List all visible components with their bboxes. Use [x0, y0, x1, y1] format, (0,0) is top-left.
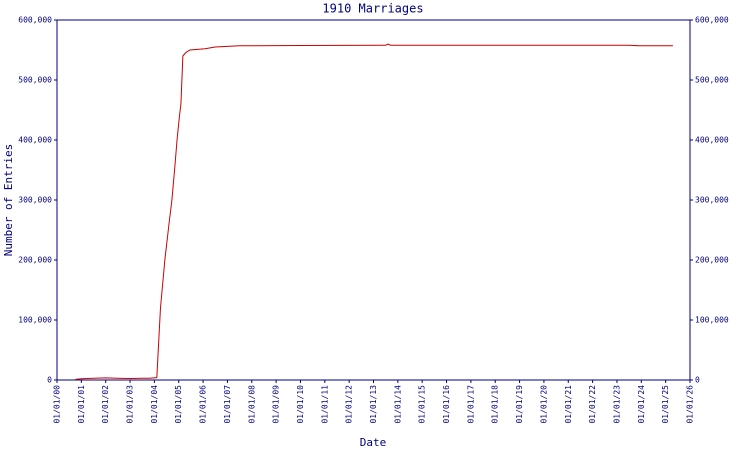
- plot-frame: [56, 19, 691, 381]
- x-tick-label: 01/01/11: [320, 385, 329, 424]
- x-tick-label: 01/01/17: [466, 385, 475, 424]
- x-tick-label: 01/01/07: [223, 385, 232, 424]
- y2-tick-label: 100,000: [695, 316, 729, 325]
- y-tick-label: 600,000: [18, 16, 52, 25]
- data-line: [75, 43, 673, 380]
- x-tick-label: 01/01/04: [150, 385, 159, 424]
- x-tick-label: 01/01/06: [199, 385, 208, 424]
- x-tick-label: 01/01/24: [637, 385, 646, 424]
- x-tick-label: 01/01/13: [369, 385, 378, 424]
- x-tick-label: 01/01/03: [126, 385, 135, 424]
- y2-tick-label: 200,000: [695, 256, 729, 265]
- x-tick-label: 01/01/08: [247, 385, 256, 424]
- x-axis-label: Date: [360, 436, 387, 449]
- x-tick-label: 01/01/05: [174, 385, 183, 424]
- x-tick-label: 01/01/01: [77, 385, 86, 424]
- x-tick-label: 01/01/21: [564, 385, 573, 424]
- y2-tick-label: 0: [695, 376, 700, 385]
- x-tick-label: 01/01/02: [101, 385, 110, 424]
- x-tick-label: 01/01/12: [345, 385, 354, 424]
- x-tick-label: 01/01/14: [393, 385, 402, 424]
- y-tick-label: 200,000: [18, 256, 52, 265]
- x-tick-label: 01/01/15: [418, 385, 427, 424]
- y-tick-label: 300,000: [18, 196, 52, 205]
- y2-tick-label: 400,000: [695, 136, 729, 145]
- y-tick-label: 0: [47, 376, 52, 385]
- chart-title: 1910 Marriages: [322, 2, 423, 16]
- y2-tick-label: 500,000: [695, 76, 729, 85]
- x-tick-label: 01/01/22: [588, 385, 597, 424]
- x-tick-label: 01/01/19: [515, 385, 524, 424]
- y-tick-label: 400,000: [18, 136, 52, 145]
- y2-tick-label: 600,000: [695, 16, 729, 25]
- x-tick-label: 01/01/16: [442, 385, 451, 424]
- y-tick-label: 100,000: [18, 316, 52, 325]
- x-tick-label: 01/01/25: [661, 385, 670, 424]
- x-tick-label: 01/01/10: [296, 385, 305, 424]
- x-tick-label: 01/01/09: [272, 385, 281, 424]
- y-axis-label: Number of Entries: [2, 144, 15, 257]
- x-tick-label: 01/01/20: [539, 385, 548, 424]
- x-tick-label: 01/01/18: [491, 385, 500, 424]
- y-tick-label: 500,000: [18, 76, 52, 85]
- x-tick-label: 01/01/23: [612, 385, 621, 424]
- x-tick-label: 01/01/00: [53, 385, 62, 424]
- x-tick-label: 01/01/26: [686, 385, 695, 424]
- y2-tick-label: 300,000: [695, 196, 729, 205]
